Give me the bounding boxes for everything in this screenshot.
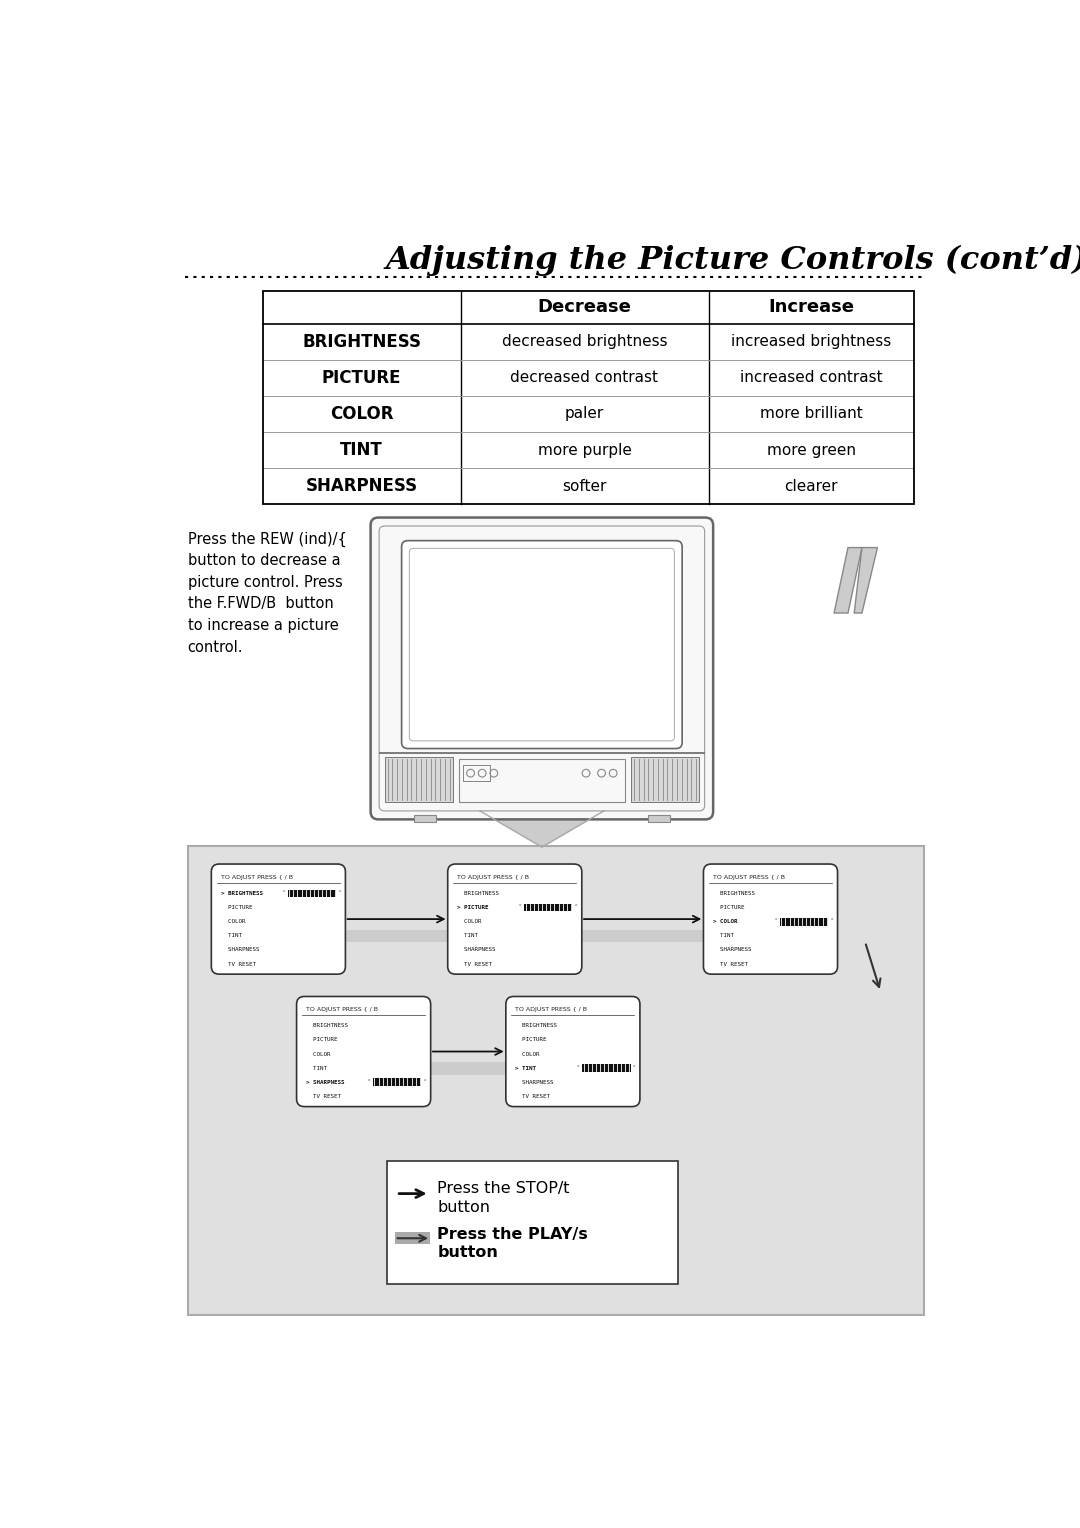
FancyBboxPatch shape	[703, 863, 837, 975]
Bar	[262, 292, 914, 504]
Bar	[581, 931, 704, 943]
Text: COLOR: COLOR	[220, 920, 245, 924]
Text: TO ADJUST PRESS { / B: TO ADJUST PRESS { / B	[220, 876, 293, 880]
Polygon shape	[854, 547, 877, 613]
Text: Press the STOP/t: Press the STOP/t	[437, 1181, 570, 1196]
Text: increased contrast: increased contrast	[740, 370, 882, 385]
Text: x: x	[423, 1077, 427, 1082]
Bar	[463, 766, 490, 781]
Bar	[345, 931, 448, 943]
Text: TINT: TINT	[457, 934, 478, 938]
Text: > TINT: > TINT	[515, 1065, 536, 1071]
Text: more green: more green	[767, 443, 855, 458]
Text: x: x	[519, 903, 522, 908]
Polygon shape	[480, 811, 604, 847]
Text: Press the PLAY/s: Press the PLAY/s	[437, 1227, 588, 1242]
Text: TV RESET: TV RESET	[713, 961, 747, 967]
Text: button: button	[437, 1199, 490, 1215]
FancyBboxPatch shape	[297, 996, 431, 1106]
Bar	[384, 756, 453, 802]
Text: COLOR: COLOR	[329, 405, 393, 423]
Bar	[524, 903, 572, 911]
Text: COLOR: COLOR	[457, 920, 482, 924]
Text: PICTURE: PICTURE	[322, 368, 402, 387]
Text: TO ADJUST PRESS { / B: TO ADJUST PRESS { / B	[515, 1007, 588, 1012]
Bar	[373, 1079, 421, 1086]
Text: more purple: more purple	[538, 443, 632, 458]
Text: PICTURE: PICTURE	[713, 905, 744, 911]
Text: TINT: TINT	[340, 442, 383, 460]
Text: clearer: clearer	[784, 478, 838, 494]
Text: > BRIGHTNESS: > BRIGHTNESS	[220, 891, 262, 895]
Text: PICTURE: PICTURE	[220, 905, 252, 911]
Text: SHARPNESS: SHARPNESS	[713, 947, 752, 952]
Bar	[463, 766, 490, 781]
Text: decreased contrast: decreased contrast	[511, 370, 659, 385]
Text: BRIGHTNESS: BRIGHTNESS	[306, 1024, 348, 1028]
Text: PICTURE: PICTURE	[515, 1038, 546, 1042]
Bar	[582, 1065, 631, 1073]
Text: PICTURE: PICTURE	[306, 1038, 337, 1042]
Bar	[387, 1161, 677, 1285]
Bar	[414, 814, 435, 822]
Bar	[459, 759, 625, 802]
Text: x: x	[368, 1077, 370, 1082]
Text: Adjusting the Picture Controls (cont’d)  25: Adjusting the Picture Controls (cont’d) …	[386, 244, 1080, 277]
Text: TINT: TINT	[220, 934, 242, 938]
Text: TO ADJUST PRESS { / B: TO ADJUST PRESS { / B	[306, 1007, 378, 1012]
Text: BRIGHTNESS: BRIGHTNESS	[302, 333, 421, 350]
Text: button: button	[437, 1245, 498, 1259]
FancyBboxPatch shape	[212, 863, 346, 975]
Text: BRIGHTNESS: BRIGHTNESS	[515, 1024, 557, 1028]
FancyBboxPatch shape	[448, 863, 582, 975]
Text: TINT: TINT	[306, 1065, 327, 1071]
Text: COLOR: COLOR	[515, 1051, 540, 1056]
Bar	[287, 889, 336, 897]
Bar	[780, 918, 828, 926]
Text: TO ADJUST PRESS { / B: TO ADJUST PRESS { / B	[713, 876, 785, 880]
Text: Decrease: Decrease	[538, 298, 632, 316]
Text: Press the REW (ind)/{
button to decrease a
picture control. Press
the F.FWD/B  b: Press the REW (ind)/{ button to decrease…	[188, 532, 347, 654]
Bar	[648, 814, 670, 822]
Text: SHARPNESS: SHARPNESS	[457, 947, 496, 952]
Text: more brilliant: more brilliant	[760, 406, 863, 422]
Text: SHARPNESS: SHARPNESS	[220, 947, 259, 952]
Bar	[430, 1062, 507, 1074]
Text: TINT: TINT	[713, 934, 733, 938]
Text: x: x	[578, 1063, 580, 1068]
Text: x: x	[775, 917, 778, 921]
Bar	[394, 1232, 430, 1244]
Text: TV RESET: TV RESET	[306, 1094, 341, 1099]
Text: softer: softer	[563, 478, 607, 494]
Text: x: x	[338, 889, 341, 892]
FancyBboxPatch shape	[505, 996, 640, 1106]
Text: > SHARPNESS: > SHARPNESS	[306, 1080, 345, 1085]
Text: increased brightness: increased brightness	[731, 335, 891, 348]
Bar	[631, 756, 699, 802]
FancyBboxPatch shape	[370, 518, 713, 819]
Text: > PICTURE: > PICTURE	[457, 905, 488, 911]
Text: TV RESET: TV RESET	[457, 961, 492, 967]
Text: x: x	[575, 903, 578, 908]
Text: COLOR: COLOR	[306, 1051, 330, 1056]
Text: > COLOR: > COLOR	[713, 920, 738, 924]
Text: Increase: Increase	[768, 298, 854, 316]
Text: BRIGHTNESS: BRIGHTNESS	[457, 891, 499, 895]
Text: TV RESET: TV RESET	[515, 1094, 550, 1099]
Text: x: x	[831, 917, 833, 921]
Text: SHARPNESS: SHARPNESS	[306, 477, 418, 495]
Text: x: x	[633, 1063, 635, 1068]
Text: x: x	[283, 889, 285, 892]
Text: BRIGHTNESS: BRIGHTNESS	[713, 891, 755, 895]
Text: TO ADJUST PRESS { / B: TO ADJUST PRESS { / B	[457, 876, 529, 880]
Text: paler: paler	[565, 406, 604, 422]
Text: TV RESET: TV RESET	[220, 961, 256, 967]
FancyBboxPatch shape	[402, 541, 683, 749]
Text: decreased brightness: decreased brightness	[502, 335, 667, 348]
Text: SHARPNESS: SHARPNESS	[515, 1080, 554, 1085]
Polygon shape	[834, 547, 862, 613]
Bar	[188, 845, 924, 1316]
